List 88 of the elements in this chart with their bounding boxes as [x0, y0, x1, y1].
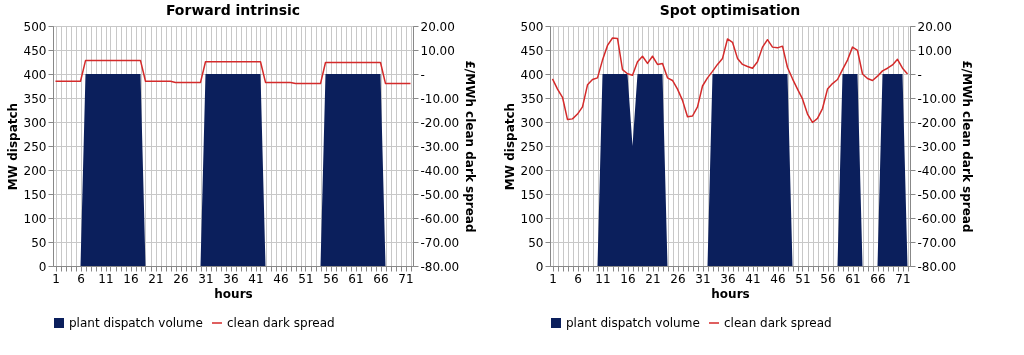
- x-tick-label: 41: [745, 271, 761, 286]
- x-tick-label: 71: [895, 271, 911, 286]
- y2-axis-title: £/MWh clean dark spread: [960, 60, 975, 233]
- y-tick-label: 100: [520, 211, 544, 226]
- y2-tick-label: 10.00: [420, 43, 455, 58]
- x-tick-label: 46: [273, 271, 289, 286]
- x-tick-label: 31: [198, 271, 214, 286]
- y2-tick-label: -40.00: [420, 163, 460, 178]
- y-tick-label: 200: [520, 163, 544, 178]
- y-tick-label: 350: [23, 91, 47, 106]
- y2-tick-label: 10.00: [917, 43, 952, 58]
- y2-tick-label: -30.00: [420, 139, 460, 154]
- legend-label: clean dark spread: [227, 316, 335, 330]
- x-tick-label: 16: [123, 271, 139, 286]
- y-tick-label: 250: [23, 139, 47, 154]
- y-axis-title: MW dispatch: [502, 102, 517, 191]
- x-tick-label: 11: [98, 271, 114, 286]
- y2-tick-label: -70.00: [917, 235, 957, 250]
- x-tick-label: 21: [148, 271, 164, 286]
- x-tick-label: 51: [795, 271, 811, 286]
- x-tick-label: 21: [645, 271, 661, 286]
- y-tick-label: 150: [23, 187, 47, 202]
- x-tick-label: 16: [620, 271, 636, 286]
- chart-title: Forward intrinsic: [165, 2, 301, 18]
- x-tick-label: 71: [398, 271, 414, 286]
- y-tick-label: 0: [38, 259, 47, 274]
- x-tick-label: 51: [298, 271, 314, 286]
- x-tick-label: 31: [695, 271, 711, 286]
- x-tick-label: 1: [549, 271, 557, 286]
- x-tick-label: 46: [770, 271, 786, 286]
- y-tick-label: 450: [23, 43, 47, 58]
- y2-tick-label: -60.00: [420, 211, 460, 226]
- y2-axis-title: £/MWh clean dark spread: [463, 60, 478, 233]
- legend-label: clean dark spread: [724, 316, 832, 330]
- x-tick-label: 26: [173, 271, 189, 286]
- y-tick-label: 500: [520, 19, 544, 34]
- chart-title: Spot optimisation: [659, 2, 801, 18]
- line-series: [54, 59, 412, 85]
- y-tick-label: 0: [535, 259, 544, 274]
- x-axis-title: hours: [711, 286, 750, 301]
- y2-tick-label: -70.00: [420, 235, 460, 250]
- y2-tick-label: -60.00: [917, 211, 957, 226]
- y-tick-label: 400: [23, 67, 47, 82]
- y2-tick-label: -: [917, 67, 922, 82]
- y2-tick-label: -80.00: [420, 259, 460, 274]
- y2-tick-label: -10.00: [917, 91, 957, 106]
- x-tick-label: 61: [348, 271, 364, 286]
- y2-tick-label: 20.00: [420, 19, 455, 34]
- line-series: [551, 37, 909, 124]
- x-tick-label: 66: [870, 271, 886, 286]
- y2-tick-label: -40.00: [917, 163, 957, 178]
- y-tick-label: 450: [520, 43, 544, 58]
- x-tick-label: 36: [720, 271, 736, 286]
- x-tick-label: 1: [52, 271, 60, 286]
- y2-tick-label: -20.00: [917, 115, 957, 130]
- y-axis-title: MW dispatch: [5, 102, 20, 191]
- y2-tick-label: -20.00: [420, 115, 460, 130]
- y2-tick-label: -10.00: [420, 91, 460, 106]
- y2-tick-label: -: [420, 67, 425, 82]
- y2-tick-label: -50.00: [420, 187, 460, 202]
- x-axis-title: hours: [214, 286, 253, 301]
- y-tick-label: 100: [23, 211, 47, 226]
- x-tick-label: 56: [820, 271, 836, 286]
- y-tick-label: 400: [520, 67, 544, 82]
- y-tick-label: 300: [520, 115, 544, 130]
- y-tick-label: 200: [23, 163, 47, 178]
- x-tick-label: 36: [223, 271, 239, 286]
- x-tick-label: 66: [373, 271, 389, 286]
- x-tick-label: 6: [574, 271, 582, 286]
- y-tick-label: 300: [23, 115, 47, 130]
- x-tick-label: 26: [670, 271, 686, 286]
- legend-label: plant dispatch volume: [566, 316, 700, 330]
- legend-label: plant dispatch volume: [69, 316, 203, 330]
- x-tick-label: 61: [845, 271, 861, 286]
- y2-tick-label: 20.00: [917, 19, 952, 34]
- x-tick-label: 11: [595, 271, 611, 286]
- y2-tick-label: -80.00: [917, 259, 957, 274]
- y-tick-label: 500: [23, 19, 47, 34]
- y2-tick-label: -50.00: [917, 187, 957, 202]
- y-tick-label: 50: [31, 235, 47, 250]
- y-tick-label: 250: [520, 139, 544, 154]
- y2-tick-label: -30.00: [917, 139, 957, 154]
- y-tick-label: 150: [520, 187, 544, 202]
- x-tick-label: 56: [323, 271, 339, 286]
- y-tick-label: 50: [528, 235, 544, 250]
- x-tick-label: 6: [77, 271, 85, 286]
- x-tick-label: 41: [248, 271, 264, 286]
- y-tick-label: 350: [520, 91, 544, 106]
